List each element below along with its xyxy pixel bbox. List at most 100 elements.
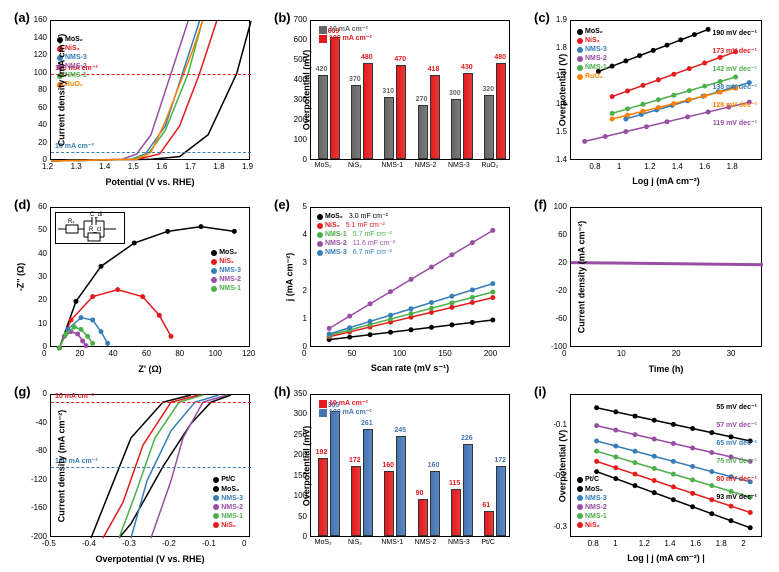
tafel-annotation: 138 mV dec⁻¹ [712, 83, 757, 91]
x-tick: 1 [613, 539, 617, 548]
legend: MoS₂3.0 mF cm⁻²NiS₂5.1 mF cm⁻²NMS-15.7 m… [317, 212, 395, 257]
legend-item: NMS-1 [577, 512, 607, 521]
tafel-annotation: 80 mV dec⁻¹ [716, 475, 757, 483]
category-label: NMS-1 [381, 539, 403, 546]
legend-item: RuO₂ [577, 72, 607, 81]
bar [351, 85, 361, 159]
y-tick: 100 [554, 202, 567, 211]
y-tick: 80 [38, 85, 47, 94]
bar [430, 471, 440, 536]
x-tick: 1 [617, 162, 621, 171]
bar [318, 458, 328, 536]
bar-value: 115 [449, 480, 460, 487]
y-tick: 30 [38, 272, 47, 281]
ref-line-100 [51, 467, 251, 468]
y-tick: 150 [294, 471, 307, 480]
x-tick: -0.1 [202, 539, 216, 548]
y-tick: 50 [38, 225, 47, 234]
bar-value: 420 [316, 66, 328, 73]
panel-f: (f)Current density (mA cm⁻²)Time (h)0102… [528, 195, 772, 375]
y-tick: 1.6 [556, 99, 567, 108]
x-tick: 30 [727, 349, 736, 358]
x-tick: 1.4 [672, 162, 683, 171]
tafel-annotation: 65 mV dec⁻¹ [716, 439, 757, 447]
plot-area [570, 207, 762, 347]
panel-d: (d)MoS₂NiS₂NMS-3NMS-2NMS-1RₛC_dlR_ct-Z''… [8, 195, 260, 375]
x-tick: -0.2 [162, 539, 176, 548]
bar [363, 429, 373, 536]
bar [330, 411, 340, 536]
x-tick: 1.6 [156, 162, 167, 171]
category-label: MoS₂ [315, 162, 332, 169]
legend-item: NMS-2 [211, 275, 241, 284]
x-tick: 1.5 [128, 162, 139, 171]
y-tick: -20 [555, 286, 567, 295]
y-tick: 20 [558, 258, 567, 267]
panel-e: (e) MoS₂3.0 mF cm⁻²NiS₂5.1 mF cm⁻²NMS-15.… [268, 195, 520, 375]
y-tick: 100 [294, 491, 307, 500]
y-tick: 3 [303, 258, 307, 267]
y-tick: -40 [35, 418, 47, 427]
bar [451, 99, 461, 159]
x-tick: 60 [142, 349, 151, 358]
x-tick: 0 [242, 539, 246, 548]
y-tick: 160 [34, 15, 47, 24]
plot-area: 10 mA cm⁻²100 mA cm⁻²MoS₂NiS₂NMS-3NMS-2N… [50, 20, 250, 160]
bar [396, 436, 406, 536]
panel-label: (g) [14, 384, 31, 399]
x-axis-label: Overpotential (V vs. RHE) [95, 554, 204, 564]
bar-value: 172 [494, 457, 506, 464]
x-axis-label: Scan rate (mV s⁻¹) [371, 363, 449, 374]
y-tick: -0.3 [553, 522, 567, 531]
panel-label: (d) [14, 197, 31, 212]
bar [384, 471, 394, 536]
y-tick: -200 [31, 532, 47, 541]
bar [463, 444, 473, 536]
y-axis-label: Current density (mA cm⁻²) [57, 34, 68, 146]
legend-item: NMS-1 [213, 512, 243, 521]
x-tick: 1.4 [664, 539, 675, 548]
category-label: NMS-1 [381, 162, 403, 169]
tafel-annotation: 128 mV dec⁻¹ [712, 101, 757, 109]
panel-label: (e) [274, 197, 290, 212]
category-label: MoS₂ [315, 539, 332, 546]
x-tick: 10 [617, 349, 626, 358]
x-tick: 100 [393, 349, 406, 358]
bar [384, 97, 394, 159]
y-tick: 200 [294, 450, 307, 459]
bar [363, 63, 373, 159]
y-tick: 600 [294, 35, 307, 44]
y-axis-label: Overpotential (V) [557, 429, 567, 502]
category-label: RuO₂ [481, 162, 498, 169]
legend-item: NMS-1 [211, 284, 241, 293]
category-label: NiS₂ [348, 162, 362, 169]
y-tick: 1.7 [556, 71, 567, 80]
bar-value: 320 [482, 86, 494, 93]
legend-item: NMS-2 [213, 503, 243, 512]
ref-line-10 [51, 152, 251, 153]
tafel-annotation: 75 mV dec⁻¹ [716, 457, 757, 465]
y-axis-label: -Z'' (Ω) [15, 263, 25, 292]
bar [418, 499, 428, 536]
circuit-inset: RₛC_dlR_ct [55, 212, 125, 244]
legend-item: NMS-2 [577, 54, 607, 63]
y-tick: 100 [34, 68, 47, 77]
bar-value: 226 [461, 435, 473, 442]
bar [430, 75, 440, 159]
x-axis-label: Time (h) [649, 364, 684, 374]
svg-text:Rₛ: Rₛ [68, 219, 75, 225]
panel-i: (i)Pt/CMoS₂NMS-3NMS-2NMS-1NiS₂55 mV dec⁻… [528, 382, 772, 565]
y-tick: 40 [38, 249, 47, 258]
legend: Pt/CMoS₂NMS-3NMS-2NMS-1NiS₂ [577, 475, 607, 530]
bar [318, 75, 328, 159]
x-tick: 1.8 [716, 539, 727, 548]
y-tick: 300 [294, 95, 307, 104]
x-tick: 50 [347, 349, 356, 358]
bar-value: 480 [494, 54, 506, 61]
tafel-annotation: 57 mV dec⁻¹ [716, 421, 757, 429]
legend-item: NMS-2 [577, 503, 607, 512]
bar-value: 245 [394, 427, 406, 434]
bar [351, 466, 361, 536]
y-tick: 0 [43, 155, 47, 164]
panel-label: (a) [14, 10, 30, 25]
